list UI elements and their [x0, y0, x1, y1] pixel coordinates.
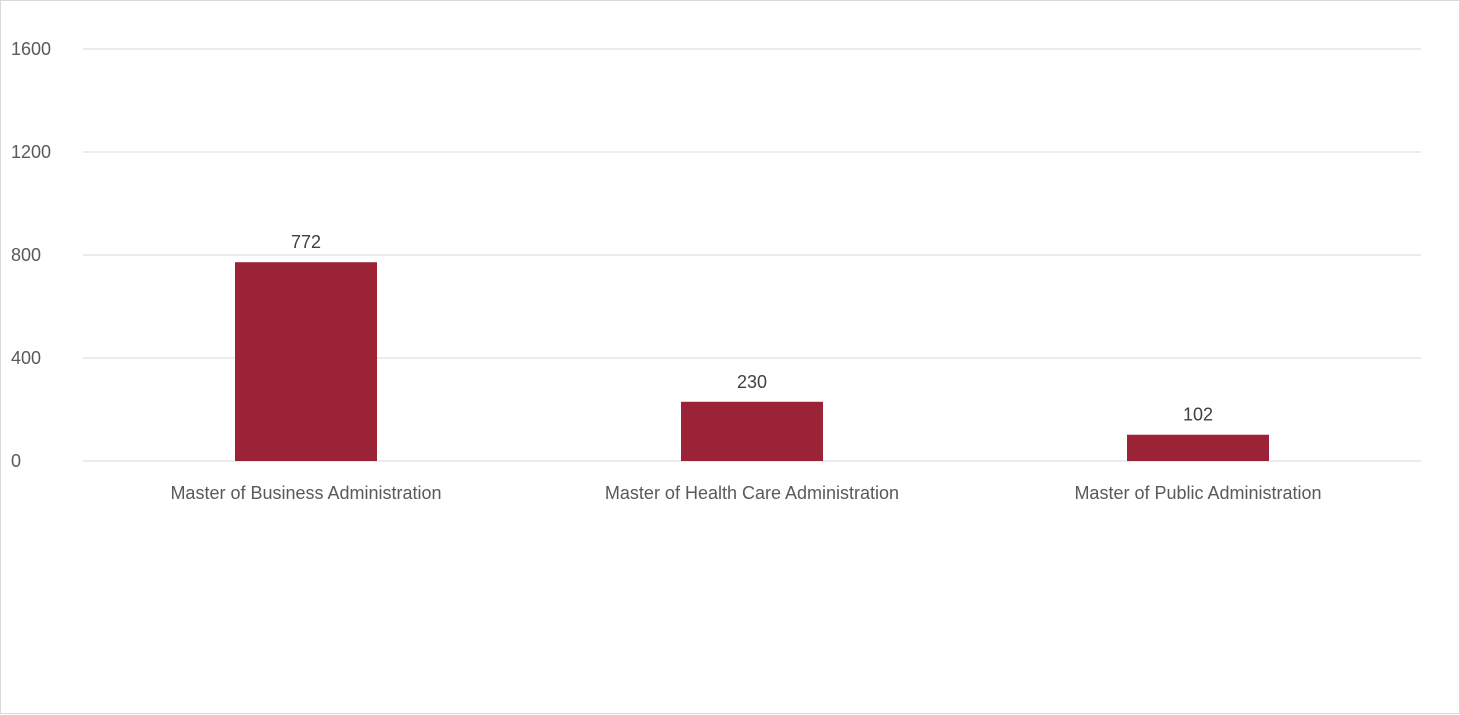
x-category-label: Master of Business Administration — [170, 483, 441, 503]
bar — [1127, 434, 1269, 461]
bar — [235, 262, 377, 461]
x-category-label: Master of Health Care Administration — [605, 483, 899, 503]
bar — [681, 401, 823, 461]
data-label: 772 — [291, 232, 321, 252]
y-tick-label: 400 — [11, 348, 41, 368]
y-tick-label: 1200 — [11, 142, 51, 162]
y-tick-label: 1600 — [11, 39, 51, 59]
x-category-label: Master of Public Administration — [1074, 483, 1321, 503]
y-tick-label: 0 — [11, 451, 21, 471]
data-label: 102 — [1183, 405, 1213, 425]
data-label: 230 — [737, 372, 767, 392]
y-tick-label: 800 — [11, 245, 41, 265]
